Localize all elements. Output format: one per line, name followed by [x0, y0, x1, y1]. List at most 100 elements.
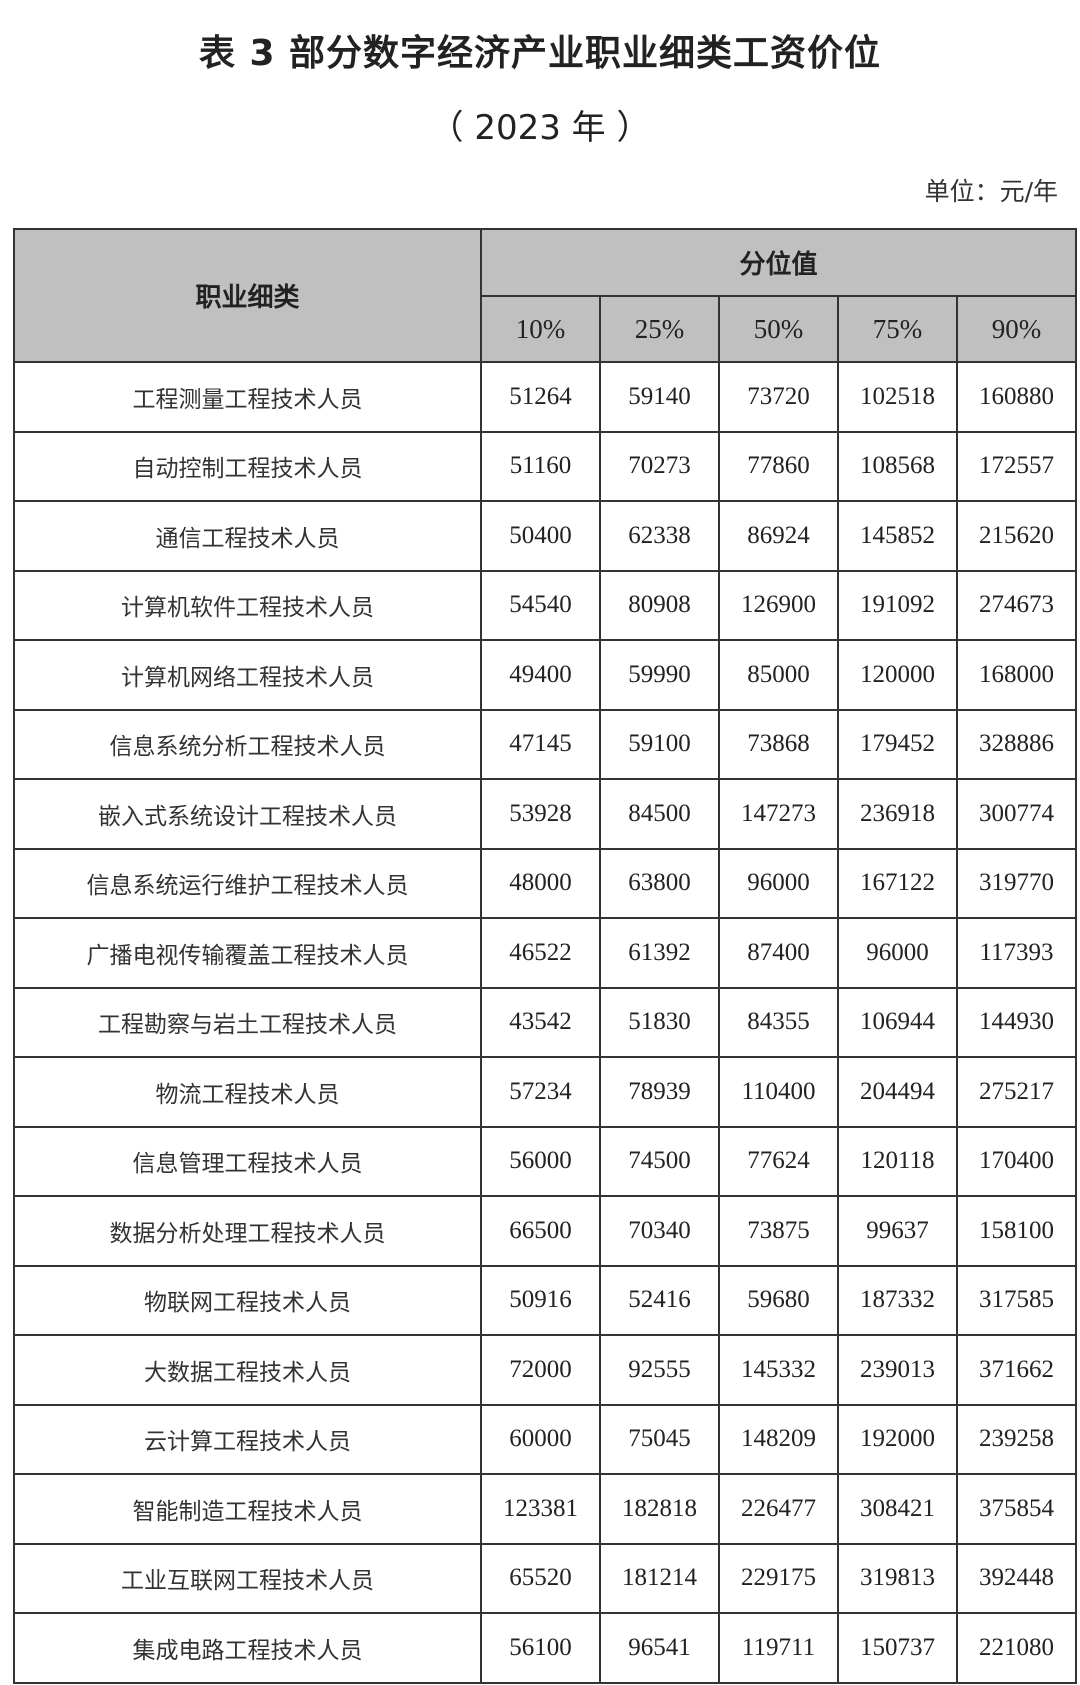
occupation-cell: 信息管理工程技术人员	[13, 1125, 482, 1197]
value-cell: 78939	[599, 1056, 720, 1128]
value-cell: 123381	[480, 1473, 601, 1545]
value-cell: 182818	[599, 1473, 720, 1545]
occupation-cell: 工程勘察与岩土工程技术人员	[13, 986, 482, 1058]
value-cell: 172557	[955, 430, 1078, 502]
occupation-cell: 集成电路工程技术人员	[13, 1612, 482, 1684]
value-cell: 53928	[480, 778, 601, 850]
value-cell: 148209	[718, 1403, 839, 1475]
value-cell: 275217	[955, 1056, 1078, 1128]
value-cell: 239258	[955, 1403, 1078, 1475]
table-row: 通信工程技术人员 50400 62338 86924 145852 215620	[13, 500, 1078, 572]
value-cell: 65520	[480, 1542, 601, 1614]
occupation-cell: 广播电视传输覆盖工程技术人员	[13, 917, 482, 989]
value-cell: 117393	[955, 917, 1078, 989]
header-percentile: 90%	[955, 295, 1078, 363]
value-cell: 51264	[480, 361, 601, 433]
value-cell: 179452	[837, 708, 958, 780]
value-cell: 61392	[599, 917, 720, 989]
value-cell: 99637	[837, 1195, 958, 1267]
wage-table: 职业细类 分位值 10% 25% 50% 75% 90% 工程测量工程技术人员 51264…	[13, 228, 1078, 1684]
value-cell: 60000	[480, 1403, 601, 1475]
value-cell: 62338	[599, 500, 720, 572]
value-cell: 59100	[599, 708, 720, 780]
value-cell: 63800	[599, 847, 720, 919]
value-cell: 74500	[599, 1125, 720, 1197]
value-cell: 43542	[480, 986, 601, 1058]
value-cell: 221080	[955, 1612, 1078, 1684]
value-cell: 52416	[599, 1264, 720, 1336]
value-cell: 59990	[599, 639, 720, 711]
value-cell: 308421	[837, 1473, 958, 1545]
value-cell: 239013	[837, 1334, 958, 1406]
value-cell: 73868	[718, 708, 839, 780]
header-percentile: 75%	[837, 295, 958, 363]
value-cell: 87400	[718, 917, 839, 989]
value-cell: 85000	[718, 639, 839, 711]
value-cell: 110400	[718, 1056, 839, 1128]
value-cell: 120000	[837, 639, 958, 711]
value-cell: 86924	[718, 500, 839, 572]
value-cell: 181214	[599, 1542, 720, 1614]
occupation-cell: 云计算工程技术人员	[13, 1403, 482, 1475]
value-cell: 96000	[837, 917, 958, 989]
value-cell: 84355	[718, 986, 839, 1058]
value-cell: 73720	[718, 361, 839, 433]
value-cell: 119711	[718, 1612, 839, 1684]
occupation-cell: 嵌入式系统设计工程技术人员	[13, 778, 482, 850]
table-row: 数据分析处理工程技术人员 66500 70340 73875 99637 158100	[13, 1195, 1078, 1267]
table-row: 智能制造工程技术人员 123381 182818 226477 308421 375854	[13, 1473, 1078, 1545]
value-cell: 66500	[480, 1195, 601, 1267]
table-row: 物联网工程技术人员 50916 52416 59680 187332 317585	[13, 1264, 1078, 1336]
table-row: 计算机网络工程技术人员 49400 59990 85000 120000 168000	[13, 639, 1078, 711]
occupation-cell: 自动控制工程技术人员	[13, 430, 482, 502]
table-title: 表 3 部分数字经济产业职业细类工资价位	[198, 33, 882, 74]
occupation-cell: 工业互联网工程技术人员	[13, 1542, 482, 1614]
value-cell: 70273	[599, 430, 720, 502]
header-occupation: 职业细类	[13, 228, 482, 363]
value-cell: 147273	[718, 778, 839, 850]
value-cell: 215620	[955, 500, 1078, 572]
value-cell: 57234	[480, 1056, 601, 1128]
table-row: 信息管理工程技术人员 56000 74500 77624 120118 170400	[13, 1125, 1078, 1197]
table-row: 广播电视传输覆盖工程技术人员 46522 61392 87400 96000 117393	[13, 917, 1078, 989]
table-row: 集成电路工程技术人员 56100 96541 119711 150737 221080	[13, 1612, 1078, 1684]
value-cell: 158100	[955, 1195, 1078, 1267]
occupation-cell: 信息系统运行维护工程技术人员	[13, 847, 482, 919]
table-row: 工业互联网工程技术人员 65520 181214 229175 319813 392448	[13, 1542, 1078, 1614]
table-row: 信息系统运行维护工程技术人员 48000 63800 96000 167122 31977…	[13, 847, 1078, 919]
value-cell: 48000	[480, 847, 601, 919]
occupation-cell: 物联网工程技术人员	[13, 1264, 482, 1336]
value-cell: 56000	[480, 1125, 601, 1197]
table-subtitle: （ 2023 年 ）	[429, 108, 651, 148]
value-cell: 371662	[955, 1334, 1078, 1406]
unit-label: 单位：元/年	[924, 177, 1058, 206]
header-percentile: 50%	[718, 295, 839, 363]
table-row: 工程测量工程技术人员 51264 59140 73720 102518 160880	[13, 361, 1078, 433]
value-cell: 96000	[718, 847, 839, 919]
table-row: 物流工程技术人员 57234 78939 110400 204494 275217	[13, 1056, 1078, 1128]
value-cell: 59140	[599, 361, 720, 433]
value-cell: 328886	[955, 708, 1078, 780]
table-row: 大数据工程技术人员 72000 92555 145332 239013 371662	[13, 1334, 1078, 1406]
occupation-cell: 智能制造工程技术人员	[13, 1473, 482, 1545]
value-cell: 84500	[599, 778, 720, 850]
table-row: 自动控制工程技术人员 51160 70273 77860 108568 172557	[13, 430, 1078, 502]
occupation-cell: 工程测量工程技术人员	[13, 361, 482, 433]
value-cell: 145332	[718, 1334, 839, 1406]
value-cell: 70340	[599, 1195, 720, 1267]
value-cell: 51830	[599, 986, 720, 1058]
value-cell: 300774	[955, 778, 1078, 850]
value-cell: 72000	[480, 1334, 601, 1406]
table-row: 信息系统分析工程技术人员 47145 59100 73868 179452 328886	[13, 708, 1078, 780]
header-percentile: 10%	[480, 295, 601, 363]
value-cell: 120118	[837, 1125, 958, 1197]
value-cell: 59680	[718, 1264, 839, 1336]
value-cell: 108568	[837, 430, 958, 502]
value-cell: 77860	[718, 430, 839, 502]
occupation-cell: 数据分析处理工程技术人员	[13, 1195, 482, 1267]
value-cell: 317585	[955, 1264, 1078, 1336]
value-cell: 319813	[837, 1542, 958, 1614]
value-cell: 49400	[480, 639, 601, 711]
value-cell: 192000	[837, 1403, 958, 1475]
value-cell: 102518	[837, 361, 958, 433]
